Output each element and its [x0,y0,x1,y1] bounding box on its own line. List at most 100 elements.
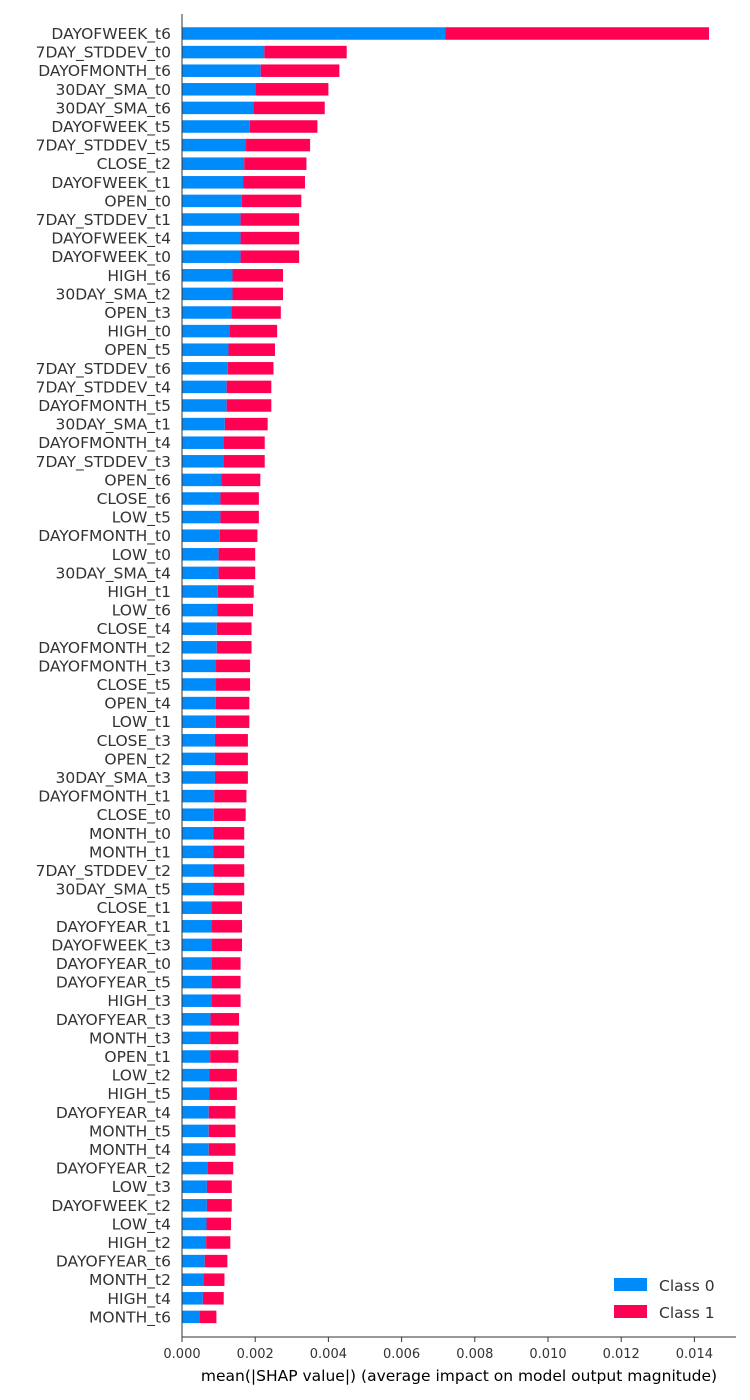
bar-class-1-open_t4 [215,696,250,710]
bar-class-1-7day_stddev_t0 [264,45,347,59]
bar-class-0-dayofweek_t2 [182,1199,207,1212]
bar-class-0-close_t0 [182,808,214,821]
bar-class-0-high_t5 [182,1087,210,1100]
x-tick-label: 0.008 [456,1347,493,1362]
bar-class-0-month_t2 [182,1273,204,1286]
bar-class-0-high_t3 [182,994,212,1007]
x-tick-label: 0.000 [163,1347,200,1362]
y-tick-label: MONTH_t4 [89,1141,171,1160]
bar-class-1-high_t1 [217,585,254,598]
bar-class-1-month_t6 [199,1310,217,1324]
bar-class-0-open_t1 [182,1050,211,1063]
bar-class-0-high_t2 [182,1236,207,1249]
y-tick-label: DAYOFYEAR_t2 [56,1160,171,1179]
y-tick-label: DAYOFWEEK_t3 [51,936,171,955]
bar-class-1-dayofmonth_t1 [214,789,247,803]
bar-class-1-7day_stddev_t3 [223,455,265,468]
y-tick-label: 30DAY_SMA_t1 [55,416,171,435]
bar-class-0-high_t4 [182,1292,203,1305]
bar-class-0-open_t2 [182,752,215,766]
y-tick-label: 7DAY_STDDEV_t2 [36,862,171,881]
bar-class-0-close_t1 [182,901,213,914]
y-tick-label: DAYOFWEEK_t4 [51,230,171,249]
y-tick-label: 7DAY_STDDEV_t1 [36,211,171,230]
y-tick-label: 7DAY_STDDEV_t5 [36,137,171,156]
bar-class-0-7day_stddev_t5 [182,138,247,152]
y-tick-label: DAYOFMONTH_t0 [38,527,171,546]
bar-class-1-low_t1 [215,715,250,728]
y-tick-label: DAYOFYEAR_t4 [56,1104,171,1123]
bar-class-1-dayofyear_t2 [207,1161,234,1175]
bar-class-1-month_t5 [208,1124,236,1138]
bar-class-0-dayofmonth_t6 [182,64,261,77]
bar-class-0-30day_sma_t1 [182,417,225,431]
y-tick-label: DAYOFWEEK_t2 [51,1197,171,1216]
bar-class-0-dayofyear_t2 [182,1161,208,1175]
x-ticks: 0.000 0.002 0.004 0.006 0.008 0.010 0.012 0.014 [163,1337,713,1362]
y-tick-label: OPEN_t6 [104,471,171,490]
bar-class-0-dayofmonth_t4 [182,436,224,449]
bar-class-0-high_t1 [182,585,218,598]
bar-class-1-close_t6 [220,492,259,505]
y-tick-label: 7DAY_STDDEV_t6 [36,360,171,379]
bar-class-1-dayofmonth_t0 [219,529,258,542]
bar-class-1-month_t3 [210,1031,239,1045]
x-tick-label: 0.006 [383,1347,420,1362]
legend: Class 0 Class 1 [614,1277,715,1322]
bar-class-1-high_t5 [209,1087,237,1100]
bar-class-0-low_t1 [182,715,216,728]
y-tick-label: HIGH_t0 [107,323,171,342]
y-tick-label: LOW_t1 [112,713,171,732]
bar-class-1-close_t0 [213,808,246,821]
bar-class-0-close_t5 [182,678,217,691]
legend-label-class-1: Class 1 [659,1304,715,1322]
y-tick-label: DAYOFYEAR_t1 [56,918,171,937]
bar-class-1-high_t3 [211,994,241,1007]
bar-class-0-dayofyear_t1 [182,920,213,933]
y-tick-label: LOW_t2 [112,1067,171,1086]
bar-class-0-dayofmonth_t0 [182,529,220,542]
bar-class-0-dayofmonth_t3 [182,659,217,673]
bar-class-0-7day_stddev_t2 [182,864,214,877]
bar-class-0-month_t3 [182,1031,211,1045]
bar-class-0-dayofmonth_t1 [182,789,215,803]
legend-label-class-0: Class 0 [659,1277,715,1295]
bar-class-0-open_t6 [182,473,222,487]
bar-class-0-30day_sma_t6 [182,101,254,115]
bar-class-1-close_t2 [244,157,307,170]
bar-class-1-high_t6 [232,269,284,282]
y-tick-label: DAYOFMONTH_t1 [38,788,171,807]
y-tick-label: MONTH_t0 [89,825,171,844]
bar-class-1-close_t1 [212,901,243,914]
y-tick-label: CLOSE_t4 [97,620,171,639]
bar-class-0-open_t3 [182,306,232,319]
y-tick-label: LOW_t3 [112,1178,171,1197]
bar-class-1-dayofmonth_t4 [223,436,265,449]
bar-class-0-month_t6 [182,1310,200,1324]
bar-class-1-30day_sma_t3 [214,771,248,784]
bar-class-1-30day_sma_t1 [224,417,268,431]
y-tick-label: DAYOFYEAR_t5 [56,974,171,993]
bar-class-0-dayofyear_t4 [182,1106,209,1119]
axes [181,14,736,1338]
y-tick-label: OPEN_t5 [104,341,171,360]
x-tick-label: 0.012 [603,1347,640,1362]
bar-class-0-7day_stddev_t0 [182,45,265,59]
bar-class-1-30day_sma_t5 [213,882,245,896]
y-tick-label: OPEN_t3 [104,304,171,323]
bar-class-1-30day_sma_t6 [253,101,325,115]
bar-class-1-7day_stddev_t5 [246,138,311,152]
y-tick-label: OPEN_t1 [104,1048,171,1067]
bar-class-0-month_t5 [182,1124,209,1138]
bar-class-1-close_t3 [214,734,248,747]
bar-class-1-7day_stddev_t6 [227,362,274,375]
bar-class-1-low_t0 [218,548,256,561]
bar-class-1-dayofyear_t5 [211,975,241,989]
y-tick-label: HIGH_t3 [107,992,171,1011]
y-tick-label: CLOSE_t0 [97,806,171,825]
bar-class-1-month_t2 [203,1273,225,1286]
bar-class-1-dayofmonth_t5 [226,399,272,412]
bars-group [182,27,710,1324]
y-tick-label: 30DAY_SMA_t2 [55,285,171,304]
bar-class-0-high_t0 [182,324,230,338]
